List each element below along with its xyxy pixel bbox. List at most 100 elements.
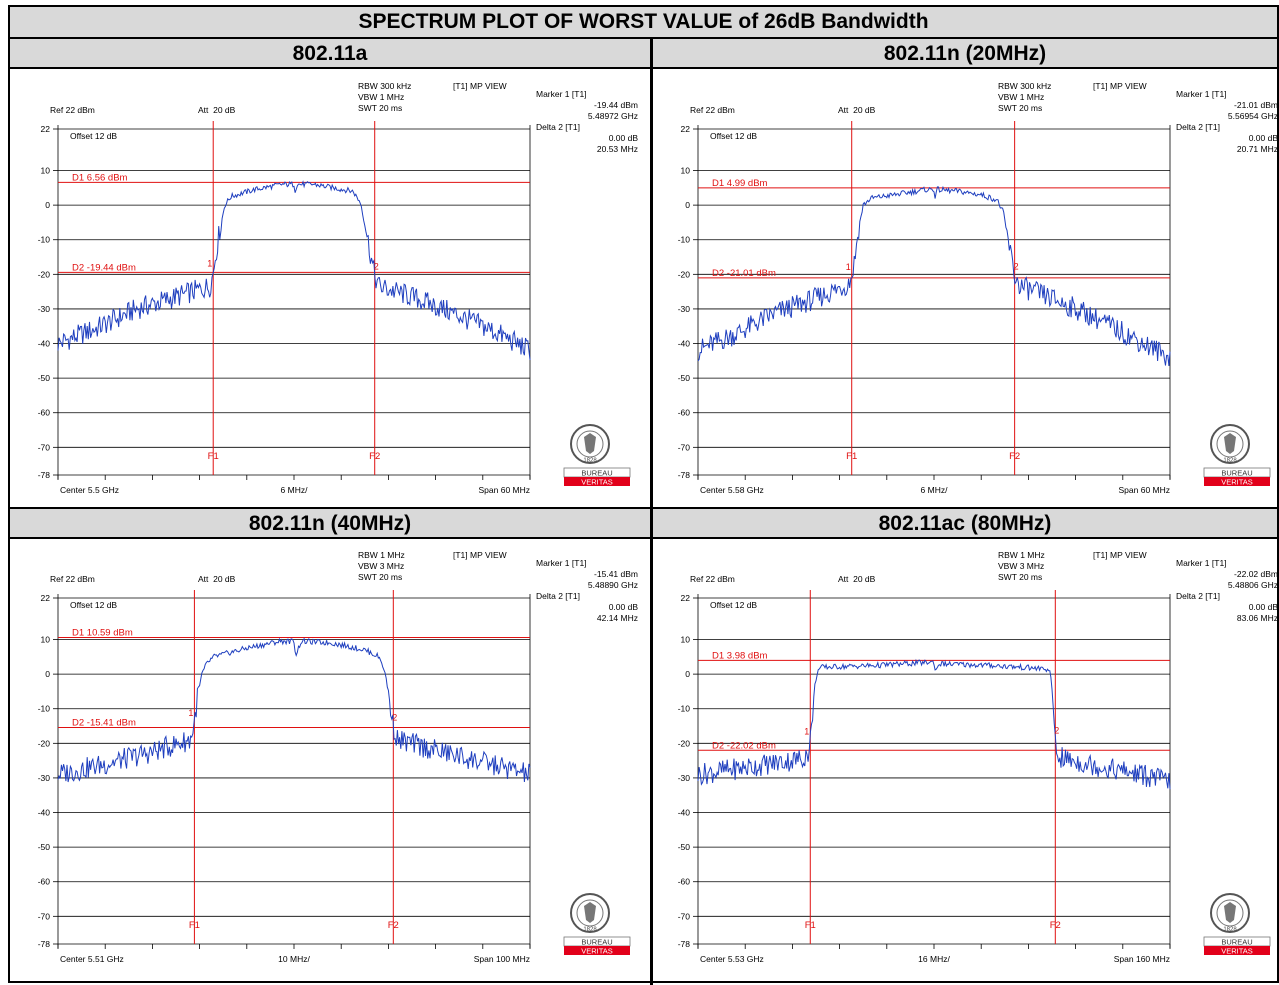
y-tick-label: -20 xyxy=(38,269,51,279)
analyzer-ref: Ref 22 dBm xyxy=(50,574,95,584)
y-tick-label: -40 xyxy=(38,808,51,818)
analyzer-att: Att 20 dB xyxy=(838,105,876,115)
spectrum-svg: Offset 12 dB 22 10 0 -10 -20 -30 -40 -50 -60 -70 -7… xyxy=(678,590,1271,964)
y-tick-label: -50 xyxy=(678,373,691,383)
spectrum-plot: RBW 300 kHz VBW 1 MHz SWT 20 ms [T1] MP VIE… xyxy=(658,79,1279,499)
center-frequency-label: Center 5.53 GHz xyxy=(700,954,764,964)
analyzer-marker1-label: Marker 1 [T1] xyxy=(1176,558,1227,568)
y-tick-label: 10 xyxy=(41,635,51,645)
span-label: Span 100 MHz xyxy=(474,954,530,964)
y-tick-label: -10 xyxy=(38,704,51,714)
y-tick-label: -60 xyxy=(38,408,51,418)
offset-label: Offset 12 dB xyxy=(710,600,757,610)
analyzer-rbw: RBW 300 kHz xyxy=(358,81,412,91)
analyzer-delta2-label: Delta 2 [T1] xyxy=(1176,122,1220,132)
logo-year: 1828 xyxy=(583,927,597,933)
analyzer-ref: Ref 22 dBm xyxy=(50,105,95,115)
analyzer-delta2-level: 0.00 dB xyxy=(1248,602,1278,612)
f2-label: F2 xyxy=(1009,451,1020,462)
y-tick-label: -40 xyxy=(678,339,691,349)
marker-2-number: 2 xyxy=(374,262,379,272)
x-per-division-label: 16 MHz/ xyxy=(918,954,950,964)
analyzer-att: Att 20 dB xyxy=(838,574,876,584)
marker-2-number: 2 xyxy=(1014,262,1019,272)
marker-1-number: 1 xyxy=(804,726,809,736)
y-tick-label: 0 xyxy=(45,200,50,210)
analyzer-marker1-freq: 5.56954 GHz xyxy=(1227,111,1278,121)
analyzer-vbw: VBW 1 MHz xyxy=(998,92,1045,102)
analyzer-swt: SWT 20 ms xyxy=(358,103,403,113)
analyzer-delta2-freq: 42.14 MHz xyxy=(596,613,638,623)
spectrum-trace xyxy=(57,180,531,361)
y-tick-label: -60 xyxy=(678,408,691,418)
analyzer-att: Att 20 dB xyxy=(198,574,236,584)
analyzer-marker1-freq: 5.48890 GHz xyxy=(587,580,638,590)
logo-bureau-text: BUREAU xyxy=(581,938,612,947)
marker-1-number: 1 xyxy=(188,708,193,718)
marker-1-number: 1 xyxy=(207,259,212,269)
spectrum-svg: Offset 12 dB 22 10 0 -10 -20 -30 -40 -50 -60 -70 -7… xyxy=(38,590,631,964)
logo-veritas-text: VERITAS xyxy=(581,478,613,487)
y-tick-label: -20 xyxy=(678,269,691,279)
y-tick-label: -78 xyxy=(678,470,691,480)
analyzer-marker1-freq: 5.48972 GHz xyxy=(587,111,638,121)
column-divider xyxy=(650,37,653,985)
analyzer-marker1-level: -21.01 dBm xyxy=(1234,100,1278,110)
y-tick-label: -50 xyxy=(38,842,51,852)
analyzer-ref: Ref 22 dBm xyxy=(690,574,735,584)
row-divider xyxy=(10,507,1277,509)
analyzer-ref: Ref 22 dBm xyxy=(690,105,735,115)
y-tick-label: 10 xyxy=(681,635,691,645)
analyzer-marker1-label: Marker 1 [T1] xyxy=(1176,89,1227,99)
logo-figure xyxy=(584,902,596,923)
y-tick-label: 10 xyxy=(681,166,691,176)
d2-label: D2 -22.02 dBm xyxy=(712,740,776,751)
marker-2-number: 2 xyxy=(392,713,397,723)
panel-heading: 802.11n (20MHz) xyxy=(653,39,1277,69)
logo-bureau-text: BUREAU xyxy=(1221,938,1252,947)
analyzer-delta2-label: Delta 2 [T1] xyxy=(536,122,580,132)
y-tick-label: -40 xyxy=(678,808,691,818)
spectrum-svg: Offset 12 dB 22 10 0 -10 -20 -30 -40 -50 -60 -70 -7… xyxy=(38,121,631,495)
y-tick-label: -70 xyxy=(38,442,51,452)
spectrum-plot: RBW 1 MHz VBW 3 MHz SWT 20 ms [T1] MP VIEW R… xyxy=(658,548,1279,968)
y-tick-label: 0 xyxy=(685,669,690,679)
logo-bureau-text: BUREAU xyxy=(581,469,612,478)
logo-bottom-band xyxy=(1204,946,1270,955)
y-tick-label: -70 xyxy=(678,442,691,452)
y-tick-label: -60 xyxy=(38,877,51,887)
analyzer-marker1-level: -19.44 dBm xyxy=(594,100,638,110)
y-tick-label: 22 xyxy=(681,124,691,134)
span-label: Span 160 MHz xyxy=(1114,954,1170,964)
analyzer-delta2-label: Delta 2 [T1] xyxy=(536,591,580,601)
y-tick-label: -10 xyxy=(678,704,691,714)
panel-heading: 802.11n (40MHz) xyxy=(10,509,650,539)
spectrum-plot: RBW 300 kHz VBW 1 MHz SWT 20 ms [T1] MP VIE… xyxy=(18,79,642,499)
logo-veritas-text: VERITAS xyxy=(1221,947,1253,956)
y-tick-label: 0 xyxy=(45,669,50,679)
analyzer-view: [T1] MP VIEW xyxy=(453,81,507,91)
analyzer-delta2-freq: 83.06 MHz xyxy=(1236,613,1278,623)
y-tick-label: 22 xyxy=(41,124,51,134)
f1-label: F1 xyxy=(208,451,219,462)
f1-label: F1 xyxy=(846,451,857,462)
offset-label: Offset 12 dB xyxy=(70,600,117,610)
analyzer-delta2-freq: 20.71 MHz xyxy=(1236,144,1278,154)
analyzer-view: [T1] MP VIEW xyxy=(453,550,507,560)
y-tick-label: -60 xyxy=(678,877,691,887)
y-tick-label: -78 xyxy=(38,939,51,949)
f2-label: F2 xyxy=(388,920,399,931)
y-tick-label: -10 xyxy=(678,235,691,245)
d2-label: D2 -15.41 dBm xyxy=(72,717,136,728)
x-per-division-label: 6 MHz/ xyxy=(921,485,949,495)
logo-bureau-text: BUREAU xyxy=(1221,469,1252,478)
f2-label: F2 xyxy=(369,451,380,462)
marker-2-number: 2 xyxy=(1054,725,1059,735)
analyzer-view: [T1] MP VIEW xyxy=(1093,550,1147,560)
spectrum-trace xyxy=(697,658,1171,790)
y-tick-label: -78 xyxy=(678,939,691,949)
center-frequency-label: Center 5.51 GHz xyxy=(60,954,124,964)
report-table: SPECTRUM PLOT OF WORST VALUE of 26dB Ban… xyxy=(8,5,1279,985)
